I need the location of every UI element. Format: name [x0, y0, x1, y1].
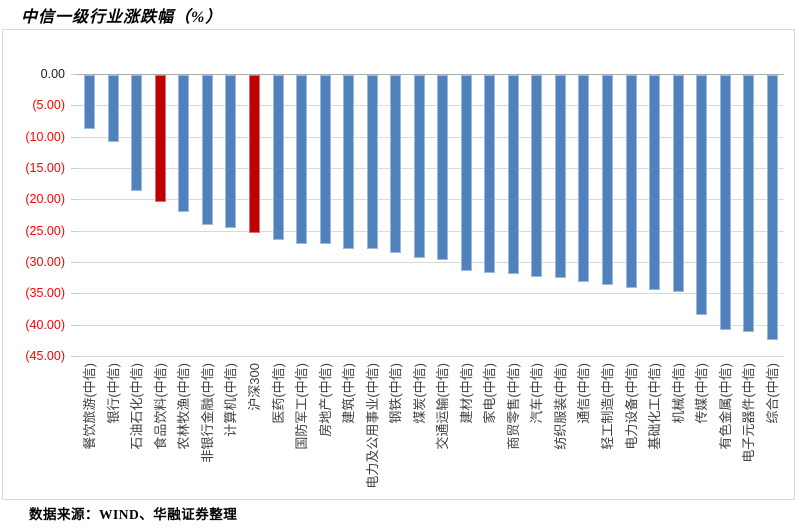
bar [413, 75, 425, 258]
y-axis-tick [71, 262, 78, 263]
y-tick-label: 0.00 [40, 67, 65, 81]
y-tick-label: (15.00) [25, 161, 65, 175]
x-axis-label-text: 电力及公用事业(中信) [364, 363, 380, 489]
gridline [78, 293, 784, 294]
gridline [78, 325, 784, 326]
bar [84, 75, 96, 129]
x-axis-label-text: 煤炭(中信) [411, 363, 427, 424]
x-axis-label-text: 食品饮料(中信) [152, 363, 168, 450]
x-axis-label-text: 通信(中信) [576, 363, 592, 424]
y-axis-tick [71, 293, 78, 294]
plot-area [78, 74, 784, 357]
y-tick-label: (10.00) [25, 130, 65, 144]
x-axis-label-text: 餐饮旅游(中信) [82, 363, 98, 450]
source-note: 数据来源：WIND、华融证券整理 [29, 507, 238, 522]
bar [178, 75, 190, 212]
x-axis-label-text: 传媒(中信) [694, 363, 710, 424]
bar [225, 75, 237, 228]
x-axis-label-text: 机械(中信) [670, 363, 686, 424]
y-tick-label: (25.00) [25, 224, 65, 238]
bar [460, 75, 472, 271]
bar [719, 75, 731, 330]
x-axis-label-text: 电力设备(中信) [623, 363, 639, 450]
y-axis-tick [71, 356, 78, 357]
bar [319, 75, 331, 244]
bar [154, 75, 166, 202]
x-axis-label-text: 交通运输(中信) [435, 363, 451, 450]
bar [437, 75, 449, 260]
y-axis-tick [71, 74, 78, 75]
x-axis-label-text: 非银行金融(中信) [199, 363, 215, 463]
x-axis-label-text: 石油石化(中信) [129, 363, 145, 450]
x-axis-label-text: 建材(中信) [458, 363, 474, 424]
x-axis-label-text: 纺织服装(中信) [552, 363, 568, 450]
bar [743, 75, 755, 332]
bar [649, 75, 661, 290]
y-axis-tick [71, 231, 78, 232]
bar [696, 75, 708, 315]
x-axis-label-text: 商贸零售(中信) [505, 363, 521, 450]
bar [507, 75, 519, 274]
x-axis-label-text: 银行(中信) [105, 363, 121, 424]
bar [366, 75, 378, 249]
x-axis-label-text: 计算机(中信) [223, 363, 239, 437]
x-axis-label-text: 家电(中信) [482, 363, 498, 424]
x-axis-label: 综合(中信) [765, 362, 800, 424]
y-tick-label: (40.00) [25, 318, 65, 332]
x-axis-label-text: 综合(中信) [764, 363, 780, 424]
zero-axis-line [78, 74, 784, 75]
y-axis-tick [71, 325, 78, 326]
gridline [78, 199, 784, 200]
y-tick-label: (45.00) [25, 349, 65, 363]
bar [131, 75, 143, 191]
x-axis-label-text: 房地产(中信) [317, 363, 333, 437]
bar [766, 75, 778, 340]
y-tick-label: (35.00) [25, 286, 65, 300]
bar [578, 75, 590, 282]
bar [625, 75, 637, 288]
chart-title: 中信一级行业涨跌幅（%） [21, 9, 223, 26]
x-axis-label-text: 钢铁(中信) [388, 363, 404, 424]
x-axis-label-text: 汽车(中信) [529, 363, 545, 424]
bar [602, 75, 613, 285]
y-tick-label: (30.00) [25, 255, 65, 269]
x-axis-label-text: 国防军工(中信) [294, 363, 310, 450]
gridline [78, 105, 784, 106]
bar [201, 75, 213, 225]
y-tick-label: (5.00) [32, 98, 65, 112]
x-axis-label-text: 农林牧渔(中信) [176, 363, 192, 450]
bar [107, 75, 119, 142]
bar [343, 75, 355, 249]
bar [672, 75, 684, 292]
y-axis-tick [71, 105, 78, 106]
x-axis-label-text: 建筑(中信) [341, 363, 357, 424]
y-axis-tick [71, 199, 78, 200]
x-axis-label-text: 轻工制造(中信) [600, 363, 615, 450]
bar [484, 75, 496, 273]
x-axis-label-text: 电子元器件(中信) [741, 363, 757, 463]
x-axis-label-text: 有色金属(中信) [717, 363, 733, 450]
bar [272, 75, 284, 240]
gridline [78, 168, 784, 169]
chart-frame: 餐饮旅游(中信) 银行(中信) 石油石化(中信) 食品饮料(中信) 农林牧渔(中信) 非银… [2, 29, 795, 500]
gridline [78, 231, 784, 232]
y-axis-tick [71, 168, 78, 169]
bar [554, 75, 566, 278]
x-axis: 餐饮旅游(中信) 银行(中信) 石油石化(中信) 食品饮料(中信) 农林牧渔(中信) 非银… [78, 362, 784, 522]
bar [249, 75, 260, 233]
x-axis-label-text: 医药(中信) [270, 363, 286, 424]
bar [390, 75, 402, 253]
gridline [78, 262, 784, 263]
y-axis-tick [71, 137, 78, 138]
y-tick-label: (20.00) [25, 192, 65, 206]
bar [531, 75, 543, 277]
bar [296, 75, 308, 244]
gridline [78, 137, 784, 138]
x-axis-label-text: 基础化工(中信) [647, 363, 663, 450]
gridline [78, 356, 784, 357]
x-axis-label-text: 沪深300 [247, 363, 262, 411]
